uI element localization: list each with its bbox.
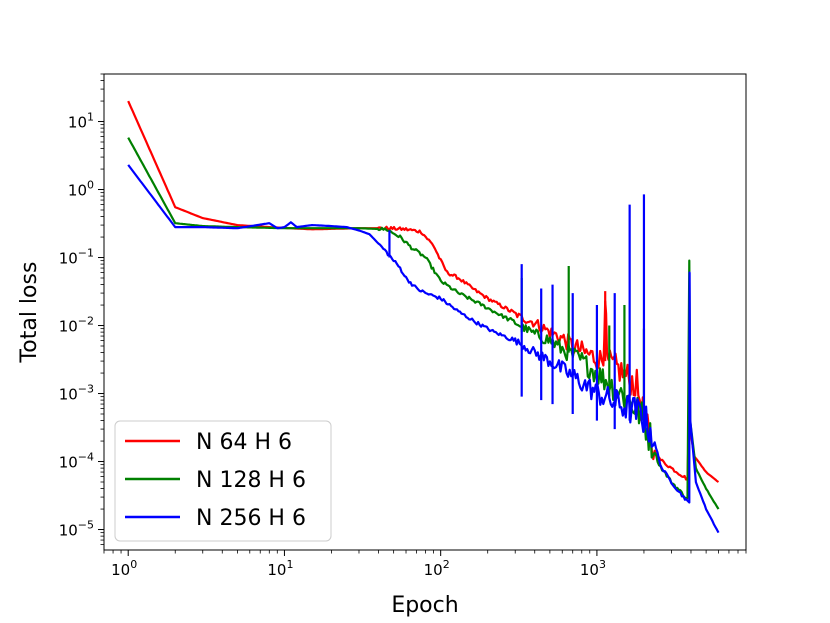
plot-frame (103, 73, 747, 551)
y-axis: 10−5 10−4 10−3 10−2 10−1 100 101 (59, 73, 104, 546)
y-tick-label: 10−3 (59, 383, 94, 404)
x-tick-label: 100 (111, 558, 137, 579)
y-tick-label: 10−1 (59, 247, 94, 268)
y-tick-label: 10−4 (59, 451, 94, 472)
y-tick-label: 10−5 (59, 519, 94, 540)
legend-box (114, 420, 332, 542)
y-axis-title: Total loss (17, 262, 42, 364)
y-tick-label: 100 (68, 179, 94, 200)
series-layer (127, 100, 720, 534)
legend-label-2: N 128 H 6 (196, 468, 306, 493)
x-axis-title: Epoch (391, 593, 458, 618)
legend-label-1: N 64 H 6 (196, 430, 292, 455)
series-line-1 (127, 100, 720, 483)
x-tick-label: 101 (267, 558, 293, 579)
legend-label-3: N 256 H 6 (196, 506, 306, 531)
y-tick-label: 10−2 (59, 315, 94, 336)
legend: N 64 H 6 N 128 H 6 N 256 H 6 (114, 420, 332, 542)
y-tick-label: 101 (68, 111, 94, 132)
series-line-3 (127, 164, 720, 534)
x-axis: 100 101 102 103 (103, 550, 747, 579)
x-tick-label: 102 (424, 558, 450, 579)
x-tick-label: 103 (580, 558, 606, 579)
